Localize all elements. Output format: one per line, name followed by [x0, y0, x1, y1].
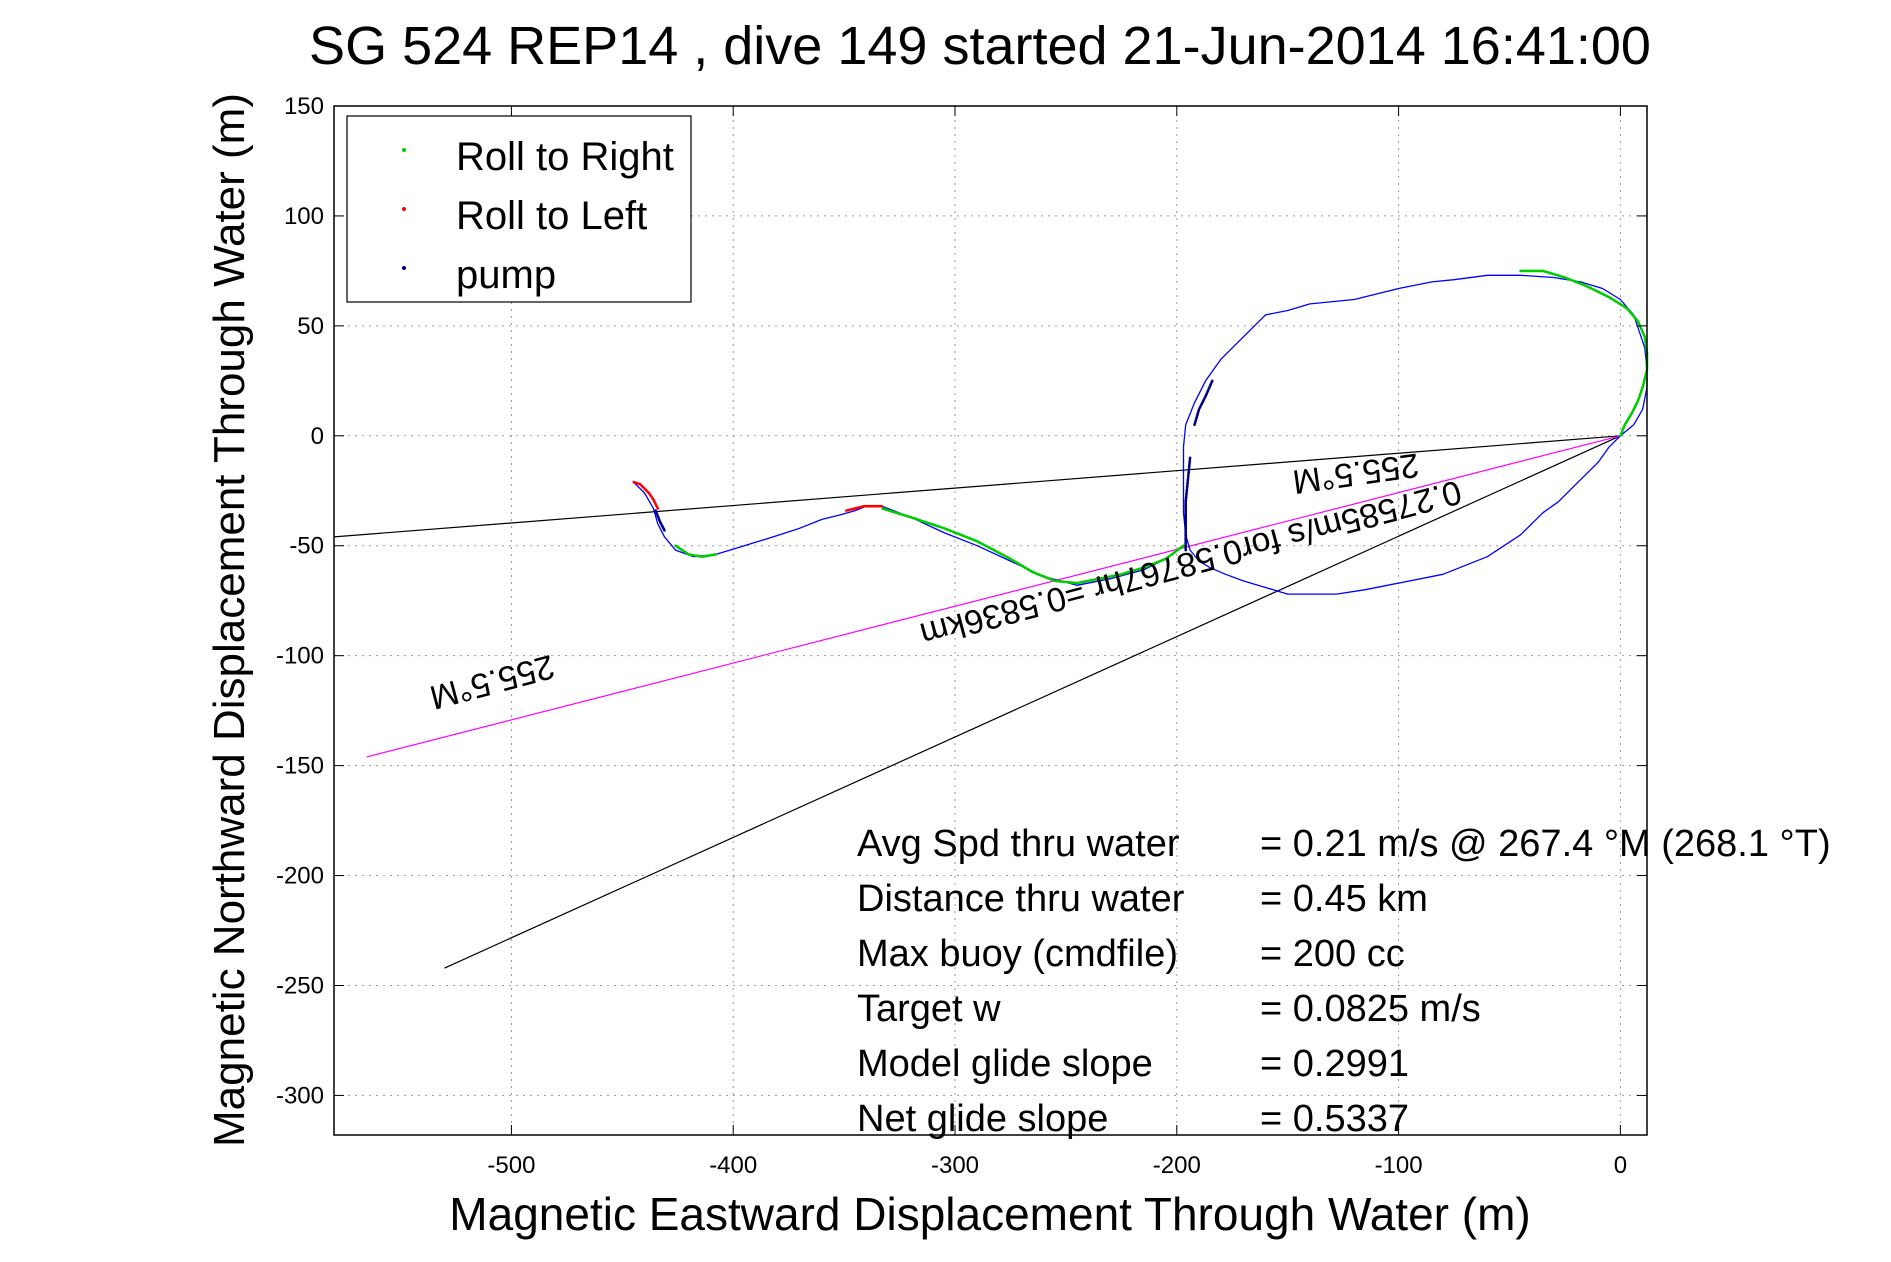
stats-annotations: Avg Spd thru water = 0.21 m/s @ 267.4 °M…	[857, 823, 1831, 1140]
plot-border	[333, 105, 1648, 1136]
legend-marker-pump	[402, 266, 406, 270]
stat-label-distance: Distance thru water	[857, 878, 1185, 920]
y-tick-label: 100	[284, 203, 324, 230]
x-axis-label: Magnetic Eastward Displacement Through W…	[449, 1188, 1530, 1240]
series-line-3	[880, 507, 1185, 585]
x-tick-label: -200	[1153, 1152, 1201, 1179]
legend-marker-roll-left	[402, 207, 406, 211]
chart-title: SG 524 REP14 , dive 149 started 21-Jun-2…	[309, 16, 1651, 76]
series-line-11	[444, 435, 1622, 969]
series-line-4	[674, 544, 717, 559]
series-line-2	[1519, 269, 1649, 438]
y-tick-label: -200	[276, 863, 324, 890]
y-axis-label: Magnetic Northward Displacement Through …	[205, 93, 254, 1147]
series-layer	[632, 269, 1649, 595]
stat-value-distance: = 0.45 km	[1260, 878, 1428, 920]
y-tick-label: -50	[289, 533, 324, 560]
series-line-8	[1193, 379, 1214, 427]
stat-value-max-buoy: = 200 cc	[1260, 933, 1405, 975]
x-tick-label: -100	[1375, 1152, 1423, 1179]
y-axis-ticks: 150 100 50 0 -50 -100 -150 -200 -250 -300	[276, 93, 1647, 1109]
legend: Roll to Right Roll to Left pump	[346, 115, 692, 303]
legend-label-roll-right: Roll to Right	[456, 135, 674, 179]
y-tick-label: 150	[284, 93, 324, 120]
stat-label-model-glide: Model glide slope	[857, 1043, 1153, 1085]
series-line-12	[366, 435, 1622, 758]
y-tick-label: -150	[276, 753, 324, 780]
series-line-5	[844, 504, 884, 512]
series-line-7	[1184, 456, 1192, 552]
stat-value-target-w: = 0.0825 m/s	[1260, 988, 1481, 1030]
stat-value-net-glide: = 0.5337	[1260, 1098, 1409, 1140]
y-tick-label: 0	[311, 423, 324, 450]
stat-value-avg-speed: = 0.21 m/s @ 267.4 °M (268.1 °T)	[1260, 823, 1831, 865]
stat-label-max-buoy: Max buoy (cmdfile)	[857, 933, 1178, 975]
x-axis-ticks: -500 -400 -300 -200 -100 0	[487, 106, 1627, 1179]
stat-label-target-w: Target w	[857, 988, 1001, 1030]
y-tick-label: -300	[276, 1082, 324, 1109]
x-tick-label: -400	[709, 1152, 757, 1179]
stat-value-model-glide: = 0.2991	[1260, 1043, 1409, 1085]
x-tick-label: -500	[487, 1152, 535, 1179]
y-tick-label: -100	[276, 643, 324, 670]
legend-label-roll-left: Roll to Left	[456, 194, 647, 238]
y-tick-label: 50	[297, 313, 324, 340]
x-tick-label: -300	[931, 1152, 979, 1179]
reference-lines	[333, 435, 1622, 969]
legend-label-pump: pump	[456, 253, 556, 297]
x-tick-label: 0	[1614, 1152, 1627, 1179]
y-tick-label: -250	[276, 972, 324, 999]
legend-marker-roll-right	[402, 148, 406, 152]
stat-label-net-glide: Net glide slope	[857, 1098, 1108, 1140]
series-line-0	[1182, 274, 1648, 595]
series-line-6	[632, 480, 660, 510]
series-line-10	[333, 435, 1622, 538]
series-line-9	[654, 509, 666, 532]
stat-label-avg-speed: Avg Spd thru water	[857, 823, 1180, 865]
